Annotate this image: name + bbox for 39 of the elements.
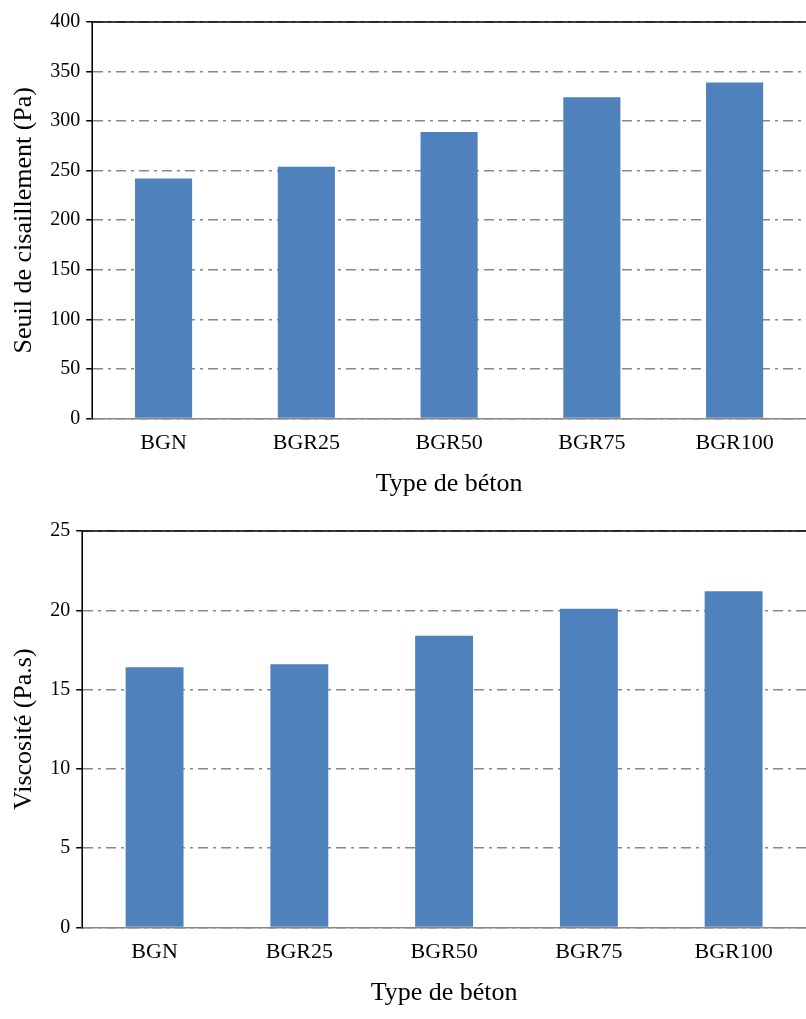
y-tick-label: 20 <box>50 597 71 620</box>
y-tick-label: 150 <box>50 257 81 279</box>
y-tick-label: 300 <box>50 108 81 131</box>
bar <box>559 608 618 927</box>
x-tick-label: BGR50 <box>415 429 483 455</box>
bar <box>135 178 193 418</box>
x-tick-label: BGR50 <box>410 938 478 964</box>
bar <box>420 132 478 418</box>
y-tick-label: 200 <box>50 207 81 230</box>
bar <box>277 166 335 418</box>
x-tick-label: BGR25 <box>272 429 340 455</box>
x-tick-label: BGN <box>131 938 178 964</box>
x-tick-label: BGR100 <box>695 429 774 455</box>
y-tick-label: 5 <box>60 835 71 858</box>
x-tick-label: BGN <box>140 429 187 455</box>
y-tick-label: 0 <box>70 405 81 428</box>
bar <box>704 591 763 927</box>
bar <box>706 82 764 418</box>
y-tick-label: 0 <box>60 914 71 937</box>
y-tick-label: 250 <box>50 157 81 180</box>
y-tick-label: 10 <box>50 756 71 779</box>
y-tick-label: 25 <box>50 518 71 541</box>
bar <box>563 97 621 418</box>
y-tick-label: 100 <box>50 306 81 329</box>
x-tick-label: BGR25 <box>265 938 333 964</box>
y-axis-title: Seuil de cisaillement (Pa) <box>8 86 38 354</box>
x-tick-label: BGR100 <box>694 938 773 964</box>
y-tick-label: 350 <box>50 58 81 81</box>
y-tick-label: 400 <box>50 9 81 32</box>
x-axis-title: Type de béton <box>370 977 518 1007</box>
y-tick-label: 50 <box>60 356 81 379</box>
bar <box>415 635 474 927</box>
x-tick-label: BGR75 <box>555 938 623 964</box>
x-tick-label: BGR75 <box>558 429 626 455</box>
bar <box>125 667 184 927</box>
bar <box>270 664 329 927</box>
x-axis-title: Type de béton <box>375 468 523 498</box>
y-axis-title: Viscosité (Pa.s) <box>8 648 38 811</box>
y-tick-label: 15 <box>50 676 71 699</box>
